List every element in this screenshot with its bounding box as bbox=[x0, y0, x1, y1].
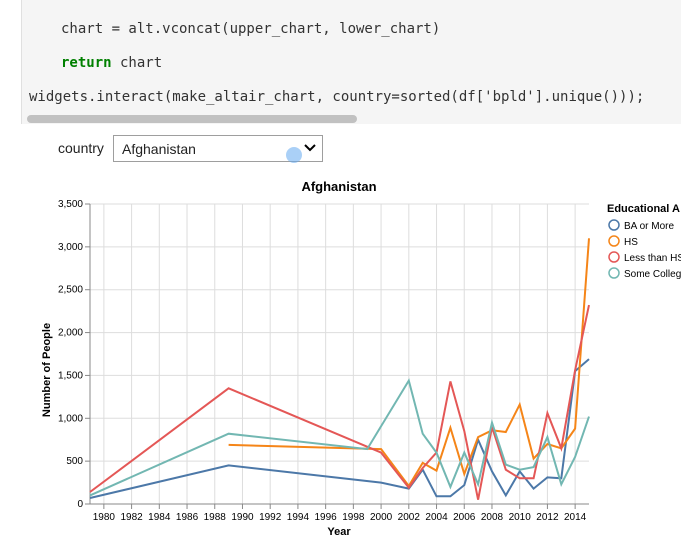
chart-grid bbox=[90, 203, 589, 505]
x-tick-label: 2010 bbox=[509, 512, 532, 523]
legend-symbol bbox=[608, 219, 620, 231]
return-keyword: return bbox=[61, 55, 112, 71]
legend-item-label: Some College bbox=[624, 269, 681, 280]
x-tick-label: 2008 bbox=[481, 512, 504, 523]
x-tick-label: 1992 bbox=[259, 512, 282, 523]
legend-item-label: Less than HS bbox=[624, 253, 681, 264]
series-line-ba-or-more bbox=[89, 358, 590, 499]
x-tick-label: 2002 bbox=[398, 512, 421, 523]
country-label: country bbox=[58, 140, 104, 156]
x-tick-label: 1996 bbox=[315, 512, 338, 523]
x-tick-label: 1988 bbox=[204, 512, 227, 523]
scrollbar-thumb[interactable] bbox=[27, 115, 357, 123]
line-chart: Afghanistan 0 500 1,000 1,500 2,000 2,500 3,00… bbox=[41, 179, 681, 538]
y-tick-label: 2,500 bbox=[58, 285, 83, 296]
legend-title: Educational A bbox=[607, 203, 680, 215]
x-axis: 1980 1982 1984 1986 1988 1990 1992 1994 1996 1998… bbox=[90, 503, 589, 523]
y-tick-label: 1,500 bbox=[58, 370, 83, 381]
country-dropdown-value: Afghanistan bbox=[122, 141, 196, 157]
x-tick-label: 1984 bbox=[148, 512, 171, 523]
y-axis-title: Number of People bbox=[41, 323, 53, 417]
y-tick-label: 3,500 bbox=[58, 199, 83, 210]
y-tick-label: 2,000 bbox=[58, 328, 83, 339]
y-tick-label: 0 bbox=[77, 499, 83, 510]
code-cell: chart = alt.vconcat(upper_chart, lower_c… bbox=[21, 0, 681, 124]
legend: BA or More HS Less than HS Some College bbox=[608, 219, 681, 280]
x-tick-label: 1994 bbox=[287, 512, 310, 523]
mouse-cursor-indicator bbox=[286, 147, 302, 163]
x-tick-label: 2006 bbox=[453, 512, 476, 523]
series-line-less-than-hs bbox=[89, 304, 590, 500]
return-value: chart bbox=[111, 55, 163, 71]
y-tick-label: 1,000 bbox=[58, 413, 83, 424]
x-axis-title: Year bbox=[327, 526, 351, 538]
x-tick-label: 1980 bbox=[93, 512, 116, 523]
y-tick-label: 3,000 bbox=[58, 242, 83, 253]
code-line-interact: widgets.interact(make_altair_chart, coun… bbox=[29, 89, 645, 105]
x-tick-label: 2014 bbox=[564, 512, 587, 523]
x-tick-label: 1986 bbox=[176, 512, 199, 523]
x-tick-label: 1982 bbox=[120, 512, 143, 523]
code-horizontal-scrollbar[interactable] bbox=[21, 114, 681, 124]
legend-item-label: BA or More bbox=[624, 221, 674, 232]
code-line-vconcat: chart = alt.vconcat(upper_chart, lower_c… bbox=[61, 21, 441, 37]
y-axis: 0 500 1,000 1,500 2,000 2,500 3,000 3,500 bbox=[58, 199, 91, 510]
legend-item-label: HS bbox=[624, 237, 638, 248]
series-line-hs bbox=[228, 238, 590, 488]
chart-title: Afghanistan bbox=[301, 179, 376, 194]
x-tick-label: 2012 bbox=[536, 512, 559, 523]
chevron-down-icon bbox=[302, 139, 318, 160]
series-line-some-college bbox=[89, 378, 590, 497]
legend-symbol bbox=[608, 251, 620, 263]
code-line-return: return chart bbox=[61, 54, 162, 72]
x-tick-label: 2004 bbox=[425, 512, 448, 523]
legend-symbol bbox=[608, 235, 620, 247]
x-tick-label: 2000 bbox=[370, 512, 393, 523]
chart-series bbox=[89, 238, 590, 500]
x-tick-label: 1998 bbox=[342, 512, 365, 523]
x-tick-label: 1990 bbox=[231, 512, 254, 523]
y-tick-label: 500 bbox=[66, 456, 83, 467]
legend-symbol bbox=[608, 267, 620, 279]
